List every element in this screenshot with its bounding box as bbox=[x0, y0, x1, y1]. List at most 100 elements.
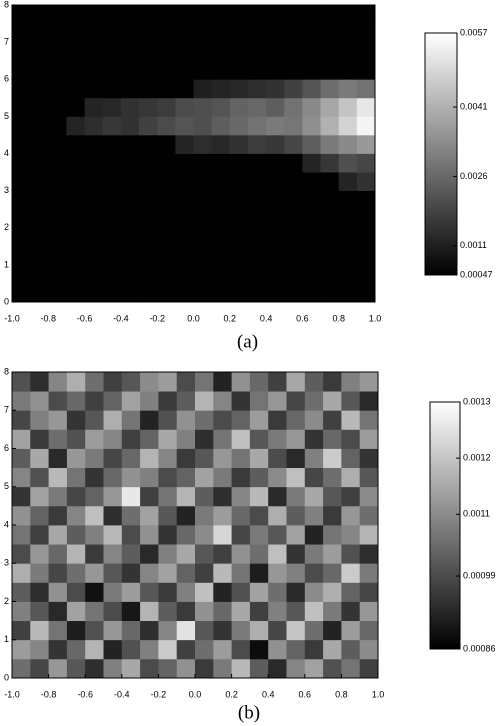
heat-cell bbox=[195, 448, 214, 469]
heat-cell bbox=[121, 525, 141, 545]
heat-cell bbox=[48, 23, 67, 43]
heat-cell bbox=[84, 283, 104, 303]
heat-cell bbox=[211, 5, 231, 24]
heat-cell bbox=[229, 190, 249, 210]
heat-cell bbox=[176, 582, 196, 602]
heat-cell bbox=[302, 134, 321, 154]
heat-cell bbox=[323, 582, 342, 602]
heat-cell bbox=[158, 525, 178, 545]
heat-cell bbox=[229, 5, 249, 24]
heat-cell bbox=[320, 97, 340, 117]
heat-cell bbox=[341, 601, 361, 622]
heat-cell bbox=[195, 601, 214, 622]
heat-cell bbox=[231, 505, 251, 526]
heat-cell bbox=[286, 601, 306, 622]
heat-cell bbox=[213, 601, 232, 622]
heat-cell bbox=[139, 190, 158, 210]
heat-cell bbox=[12, 134, 31, 154]
heat-cell bbox=[268, 391, 287, 411]
heat-cell bbox=[323, 544, 342, 564]
heat-cell bbox=[158, 391, 178, 411]
heat-cell bbox=[175, 116, 194, 136]
heat-cell bbox=[320, 209, 340, 229]
heat-cell bbox=[213, 391, 232, 411]
heat-cell bbox=[302, 227, 321, 247]
heat-cell bbox=[341, 563, 361, 583]
heat-cell bbox=[356, 60, 376, 80]
heat-cell bbox=[286, 658, 306, 679]
heat-cell bbox=[48, 283, 67, 303]
heat-cell bbox=[30, 97, 49, 117]
heat-cell bbox=[66, 448, 86, 469]
heat-cell bbox=[356, 209, 376, 229]
heat-cell bbox=[302, 264, 321, 284]
heat-cell bbox=[102, 134, 122, 154]
heat-cell bbox=[48, 372, 68, 392]
heat-cell bbox=[157, 209, 176, 229]
heat-cell bbox=[338, 134, 358, 154]
heat-cell bbox=[338, 153, 358, 173]
heat-cell bbox=[84, 172, 104, 192]
heat-cell bbox=[211, 246, 231, 266]
heat-cell bbox=[359, 391, 379, 411]
heat-cell bbox=[247, 116, 267, 136]
heat-cell bbox=[304, 486, 324, 507]
heat-cell bbox=[120, 153, 140, 173]
heat-cell bbox=[247, 190, 267, 210]
heat-cell bbox=[48, 97, 67, 117]
heat-cell bbox=[304, 563, 324, 583]
heat-cell bbox=[304, 525, 324, 545]
colorbar-tick-label: 0.0012 bbox=[463, 453, 491, 463]
heat-cell bbox=[341, 410, 361, 430]
heat-cell bbox=[139, 60, 158, 80]
heat-cell bbox=[247, 246, 267, 266]
heat-cell bbox=[140, 544, 159, 564]
heat-cell bbox=[66, 410, 86, 430]
heat-cell bbox=[249, 563, 269, 583]
heat-cell bbox=[175, 190, 194, 210]
heat-cell bbox=[157, 264, 176, 284]
heat-cell bbox=[266, 23, 285, 43]
heat-cell bbox=[102, 5, 122, 24]
heat-cell bbox=[120, 283, 140, 303]
heat-cell bbox=[359, 639, 379, 660]
colorbar bbox=[424, 32, 458, 276]
heat-cell bbox=[12, 601, 31, 622]
heat-cell bbox=[302, 172, 321, 192]
heat-cell bbox=[140, 391, 159, 411]
heat-cell bbox=[85, 429, 104, 449]
heat-cell bbox=[341, 467, 361, 488]
x-tick-label: 0.4 bbox=[260, 313, 273, 323]
heat-cell bbox=[30, 410, 49, 430]
heat-cell bbox=[121, 601, 141, 622]
heat-cell bbox=[341, 582, 361, 602]
heat-cell bbox=[193, 264, 213, 284]
heat-cell bbox=[66, 544, 86, 564]
heat-cell bbox=[284, 116, 303, 136]
heat-cell bbox=[286, 544, 306, 564]
heat-cell bbox=[48, 79, 67, 99]
heat-cell bbox=[12, 116, 31, 136]
heat-cell bbox=[176, 601, 196, 622]
heat-cell bbox=[157, 79, 176, 99]
heat-cell bbox=[175, 60, 194, 80]
heat-cell bbox=[48, 544, 68, 564]
heat-cell bbox=[304, 658, 324, 679]
heat-cell bbox=[85, 658, 104, 679]
heat-cell bbox=[48, 525, 68, 545]
heat-cell bbox=[30, 467, 49, 488]
heat-cell bbox=[102, 227, 122, 247]
heat-cell bbox=[304, 448, 324, 469]
heat-cell bbox=[247, 172, 267, 192]
heat-cell bbox=[140, 410, 159, 430]
heat-cell bbox=[102, 283, 122, 303]
heat-cell bbox=[249, 429, 269, 449]
heat-cell bbox=[286, 525, 306, 545]
heat-cell bbox=[176, 505, 196, 526]
heat-cell bbox=[121, 429, 141, 449]
heat-cell bbox=[48, 620, 68, 641]
heat-cell bbox=[12, 190, 31, 210]
heat-cell bbox=[175, 246, 194, 266]
heat-cell bbox=[84, 246, 104, 266]
heat-cell bbox=[231, 448, 251, 469]
